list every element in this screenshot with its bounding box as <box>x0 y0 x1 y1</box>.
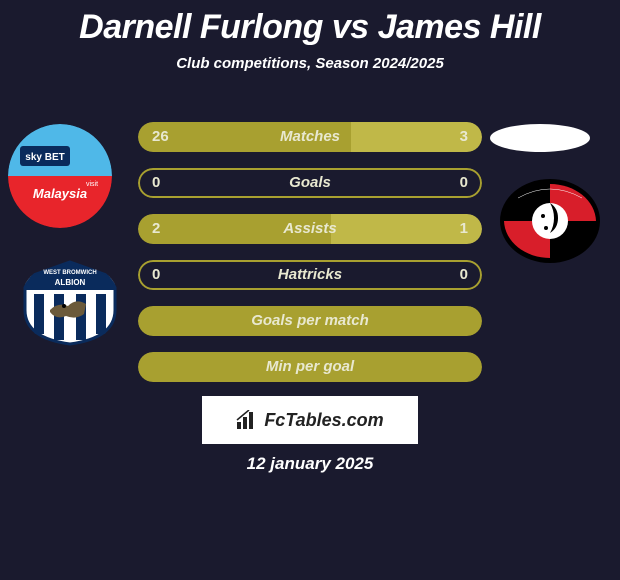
page-subtitle: Club competitions, Season 2024/2025 <box>0 55 620 72</box>
stat-row: Assists2 1 <box>138 214 482 244</box>
stat-row: Goals0 0 <box>138 168 482 198</box>
stat-value-right: 1 <box>460 214 468 244</box>
svg-text:visit: visit <box>86 181 98 188</box>
stat-label: Hattricks <box>138 260 482 290</box>
stat-value-left: 26 <box>152 122 169 152</box>
right-player-photo <box>490 124 590 152</box>
svg-text:ALBION: ALBION <box>55 278 86 287</box>
stat-row: Hattricks0 0 <box>138 260 482 290</box>
left-club-badge: WEST BROMWICH ALBION <box>20 260 120 346</box>
stats-container: Matches263Goals00Assists21Hattricks00Goa… <box>138 122 482 398</box>
stat-label: Min per goal <box>138 352 482 382</box>
stat-label: Assists <box>138 214 482 244</box>
stat-row: Goals per match <box>138 306 482 336</box>
stat-row: Matches26 3 <box>138 122 482 152</box>
svg-text:WEST BROMWICH: WEST BROMWICH <box>43 270 96 276</box>
svg-text:Malaysia: Malaysia <box>33 186 87 201</box>
brand-text: FcTables.com <box>264 410 383 431</box>
stat-value-right: 0 <box>460 168 468 198</box>
page-title: Darnell Furlong vs James Hill <box>0 0 620 47</box>
stat-label: Matches <box>138 122 482 152</box>
stat-label: Goals <box>138 168 482 198</box>
date-text: 12 january 2025 <box>0 454 620 474</box>
stat-value-left: 0 <box>152 168 160 198</box>
right-club-badge <box>498 178 602 264</box>
stat-value-right: 0 <box>460 260 468 290</box>
left-player-photo: sky BET Malaysia visit <box>8 124 112 228</box>
stat-value-left: 0 <box>152 260 160 290</box>
stat-value-right: 3 <box>460 122 468 152</box>
chart-icon <box>236 410 258 430</box>
stat-row: Min per goal <box>138 352 482 382</box>
brand-badge: FcTables.com <box>202 396 418 444</box>
stat-label: Goals per match <box>138 306 482 336</box>
stat-value-left: 2 <box>152 214 160 244</box>
svg-text:sky BET: sky BET <box>25 152 64 163</box>
